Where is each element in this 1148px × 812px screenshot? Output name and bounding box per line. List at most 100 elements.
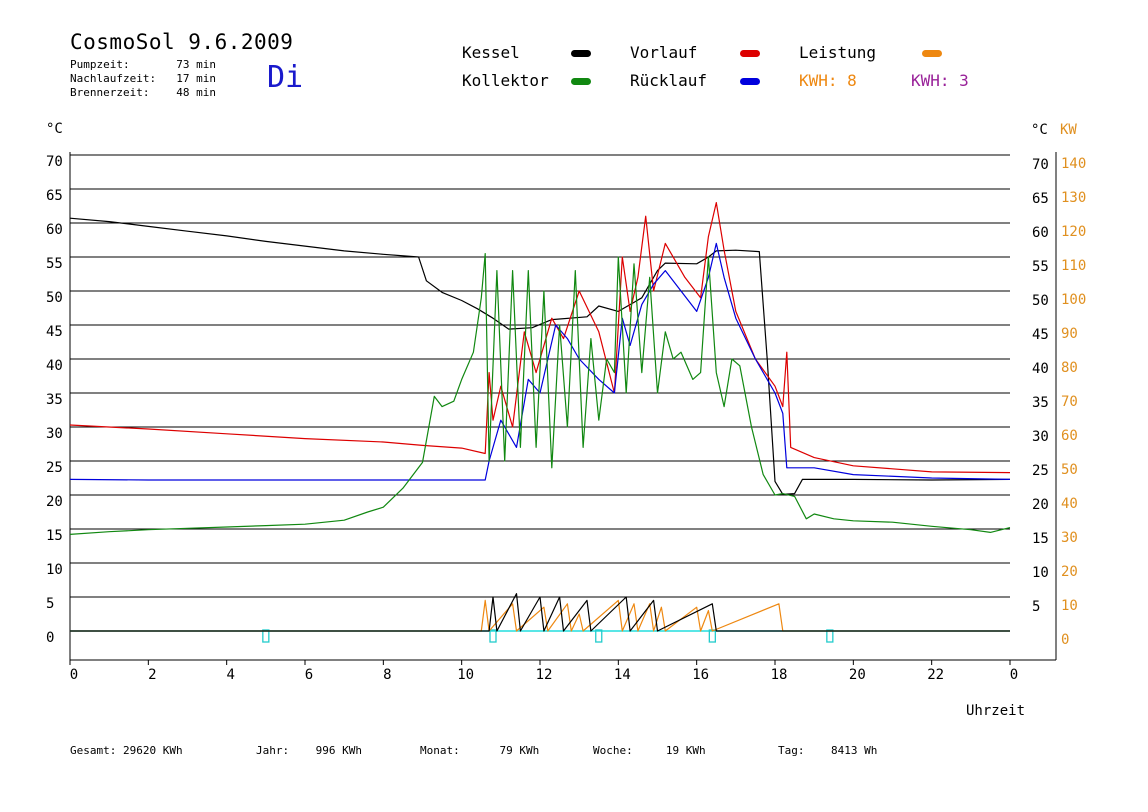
- y-tick-label-left: 5: [46, 596, 54, 612]
- y-tick-label-right-temp: 5: [1032, 599, 1040, 615]
- legend-leistung-label: Leistung: [799, 43, 877, 62]
- footer-jahr-value: 996 KWh: [315, 744, 362, 757]
- pump-marker: [708, 629, 716, 643]
- y-tick-label-left: 40: [46, 358, 63, 374]
- footer-monat: Monat: 79 KWh: [420, 744, 539, 757]
- footer-woche-value: 19 KWh: [665, 744, 706, 757]
- x-tick-label: 12: [536, 667, 553, 683]
- y-tick-label-right-power: 70: [1061, 394, 1078, 410]
- chart-title: CosmoSol 9.6.2009: [70, 30, 294, 54]
- legend-kwh-purple: KWH: 3: [911, 71, 969, 90]
- y-unit-right-power: KW: [1060, 122, 1077, 138]
- series-leistung: [70, 599, 1010, 632]
- footer-woche: Woche: 19 KWh: [593, 744, 706, 757]
- x-axis-label: Uhrzeit: [966, 703, 1025, 719]
- y-tick-label-right-temp: 55: [1032, 259, 1049, 275]
- y-tick-label-left: 15: [46, 528, 63, 544]
- pump-marker: [595, 629, 603, 643]
- y-tick-label-left: 55: [46, 256, 63, 272]
- legend-kwh-orange: KWH: 8: [799, 71, 857, 90]
- y-tick-label-left: 60: [46, 222, 63, 238]
- y-tick-label-left: 0: [46, 630, 54, 646]
- footer-monat-value: 79 KWh: [499, 744, 540, 757]
- y-tick-label-right-power: 0: [1061, 632, 1069, 648]
- y-tick-label-right-power: 100: [1061, 292, 1086, 308]
- y-tick-label-right-temp: 40: [1032, 361, 1049, 377]
- y-tick-label-right-power: 120: [1061, 224, 1086, 240]
- y-tick-label-right-temp: 25: [1032, 463, 1049, 479]
- legend-kessel-swatch: [571, 50, 591, 57]
- legend-vorlauf-swatch: [740, 50, 760, 57]
- legend-vorlauf-label: Vorlauf: [630, 43, 698, 62]
- y-tick-label-left: 50: [46, 290, 63, 306]
- y-tick-label-left: 25: [46, 460, 63, 476]
- x-tick-label: 2: [148, 667, 156, 683]
- series-vorlauf: [69, 202, 1011, 474]
- footer-jahr: Jahr: 996 KWh: [256, 744, 362, 757]
- y-tick-label-right-power: 30: [1061, 530, 1078, 546]
- footer-woche-label: Woche:: [593, 744, 633, 757]
- x-tick-label: 10: [457, 667, 474, 683]
- legend-leistung-swatch: [922, 50, 942, 57]
- x-tick-label: 6: [305, 667, 313, 683]
- pump-marker: [489, 629, 497, 643]
- y-tick-label-right-temp: 65: [1032, 191, 1049, 207]
- y-tick-label-right-temp: 15: [1032, 531, 1049, 547]
- y-tick-label-right-temp: 50: [1032, 293, 1049, 309]
- stat-value-pumpzeit: 73 min: [176, 58, 216, 71]
- y-tick-label-right-temp: 20: [1032, 497, 1049, 513]
- x-tick-label: 4: [226, 667, 234, 683]
- kwh-orange-value: 8: [847, 71, 857, 90]
- x-tick-label: 18: [771, 667, 788, 683]
- y-tick-label-right-power: 50: [1061, 462, 1078, 478]
- x-tick-label: 0: [70, 667, 78, 683]
- footer-gesamt-label: Gesamt:: [70, 744, 117, 757]
- legend-ruecklauf-swatch: [740, 78, 760, 85]
- y-tick-label-right-temp: 60: [1032, 225, 1049, 241]
- weekday-label: Di: [267, 60, 304, 95]
- y-tick-label-right-power: 40: [1061, 496, 1078, 512]
- y-tick-label-right-power: 140: [1061, 156, 1086, 172]
- y-tick-label-right-power: 80: [1061, 360, 1078, 376]
- legend-kollektor-label: Kollektor: [462, 71, 549, 90]
- pump-marker: [262, 629, 270, 643]
- footer-gesamt: Gesamt: 29620 KWh: [70, 744, 183, 757]
- stat-label-nachlaufzeit: Nachlaufzeit:: [70, 72, 157, 85]
- pump-marker: [826, 629, 834, 643]
- kwh-orange-label: KWH:: [799, 71, 838, 90]
- series-kessel-leistung: [70, 593, 1010, 632]
- y-tick-label-left: 10: [46, 562, 63, 578]
- footer-gesamt-value: 29620 KWh: [122, 744, 183, 757]
- y-tick-label-right-temp: 70: [1032, 157, 1049, 173]
- footer-monat-label: Monat:: [420, 744, 460, 757]
- y-tick-label-left: 70: [46, 154, 63, 170]
- y-unit-right-temp: °C: [1031, 122, 1048, 138]
- x-tick-label: 14: [614, 667, 631, 683]
- x-tick-label: 0: [1010, 667, 1018, 683]
- y-tick-label-right-temp: 35: [1032, 395, 1049, 411]
- series-kessel: [69, 217, 1011, 495]
- y-tick-label-right-power: 10: [1061, 598, 1078, 614]
- kwh-purple-value: 3: [959, 71, 969, 90]
- x-tick-label: 8: [383, 667, 391, 683]
- y-tick-label-left: 65: [46, 188, 63, 204]
- series-r-cklauf: [69, 242, 1011, 481]
- y-tick-label-left: 20: [46, 494, 63, 510]
- x-tick-label: 22: [927, 667, 944, 683]
- footer-tag-value: 8413 Wh: [831, 744, 878, 757]
- legend-kollektor-swatch: [571, 78, 591, 85]
- y-tick-label-right-power: 60: [1061, 428, 1078, 444]
- footer-tag: Tag: 8413 Wh: [778, 744, 877, 757]
- stat-label-pumpzeit: Pumpzeit:: [70, 58, 130, 71]
- series-kollektor: [69, 253, 1011, 535]
- footer-tag-label: Tag:: [778, 744, 805, 757]
- legend-ruecklauf-label: Rücklauf: [630, 71, 708, 90]
- y-tick-label-right-power: 130: [1061, 190, 1086, 206]
- x-tick-label: 16: [692, 667, 709, 683]
- y-tick-label-right-temp: 30: [1032, 429, 1049, 445]
- y-tick-label-left: 35: [46, 392, 63, 408]
- y-tick-label-right-temp: 45: [1032, 327, 1049, 343]
- y-unit-left: °C: [46, 121, 63, 137]
- stat-value-brennerzeit: 48 min: [176, 86, 216, 99]
